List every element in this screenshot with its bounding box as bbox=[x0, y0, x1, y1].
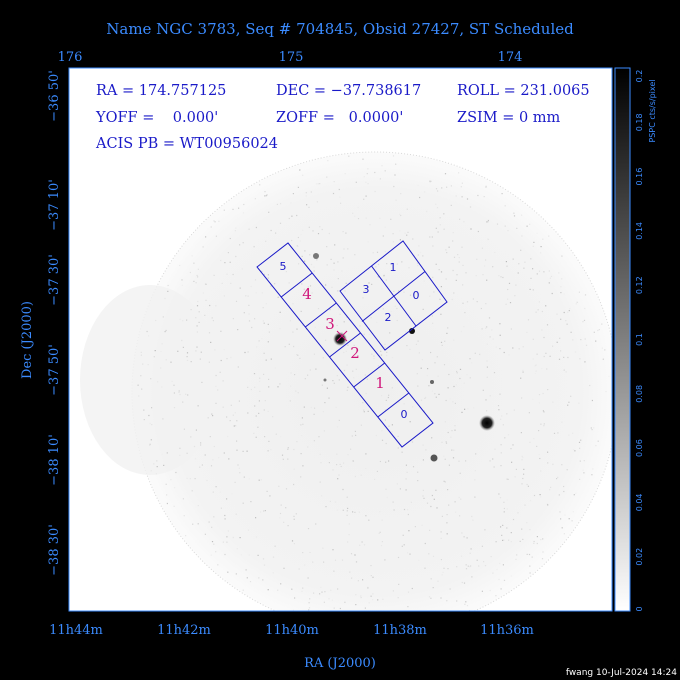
acis-s-array bbox=[256, 242, 434, 448]
xray-source-target bbox=[333, 332, 347, 346]
xray-source-faint bbox=[409, 328, 415, 334]
info-dec: DEC = −37.738617 bbox=[276, 83, 421, 99]
top-axis-tick-label: 174 bbox=[498, 50, 523, 65]
info-zoff: ZOFF = 0.0000' bbox=[276, 110, 403, 126]
acis-i-array bbox=[339, 240, 448, 351]
image-panel: RA = 174.757125 DEC = −37.738617 ROLL = … bbox=[68, 67, 613, 612]
colorbar-tick-label: 0.04 bbox=[635, 493, 644, 511]
colorbar-tick-label: 0.06 bbox=[635, 439, 644, 457]
xray-source-faint bbox=[323, 378, 327, 382]
top-axis-tick-label: 176 bbox=[58, 50, 83, 65]
plot-frame bbox=[68, 67, 613, 612]
noise-speckle bbox=[137, 155, 610, 611]
acis-i-chip-frame bbox=[339, 240, 448, 351]
aimpoint-marker bbox=[336, 330, 348, 342]
left-axis: −36 50' −37 10' −37 30' −37 50' −38 10' … bbox=[20, 70, 62, 576]
credit-stamp: fwang 10-Jul-2024 14:24 bbox=[566, 668, 677, 678]
xray-source-faint bbox=[430, 454, 438, 462]
left-axis-tick-label: −37 50' bbox=[47, 344, 62, 396]
bottom-axis-title: RA (J2000) bbox=[304, 656, 376, 671]
top-axis-tick-label: 175 bbox=[279, 50, 304, 65]
pspc-field bbox=[131, 151, 612, 611]
bottom-axis-tick-label: 11h40m bbox=[265, 623, 319, 638]
colorbar-title: PSPC cts/s/pixel bbox=[648, 79, 657, 142]
colorbar-tick-label: 0.12 bbox=[635, 276, 644, 294]
acis-s-chip-divider bbox=[280, 272, 313, 298]
acis-i-chip-label: 3 bbox=[363, 283, 370, 296]
info-ra: RA = 174.757125 bbox=[96, 83, 226, 99]
acis-i-chip-divider bbox=[361, 271, 426, 322]
acis-i-chip-label: 2 bbox=[385, 311, 392, 324]
bottom-axis-tick-label: 11h44m bbox=[49, 623, 103, 638]
left-axis-tick-label: −37 30' bbox=[47, 254, 62, 306]
acis-s-chip-label: 1 bbox=[375, 374, 385, 392]
acis-s-chip-divider bbox=[353, 362, 386, 388]
top-axis: 176 175 174 bbox=[58, 50, 523, 65]
acis-s-chip-label: 4 bbox=[302, 285, 312, 303]
left-axis-tick-label: −38 30' bbox=[47, 524, 62, 576]
colorbar-tick-label: 0.14 bbox=[635, 222, 644, 240]
colorbar-tick-label: 0.02 bbox=[635, 548, 644, 566]
left-axis-title: Dec (J2000) bbox=[20, 301, 35, 379]
colorbar-tick-label: 0.18 bbox=[635, 113, 644, 131]
colorbar-tick-label: 0.2 bbox=[635, 70, 644, 83]
xray-source-faint bbox=[430, 380, 434, 384]
acis-s-chip-label: 3 bbox=[325, 315, 335, 333]
xray-source-faint bbox=[313, 253, 319, 259]
colorbar-tick-label: 0 bbox=[635, 606, 644, 611]
colorbar-tick-label: 0.08 bbox=[635, 385, 644, 403]
acis-i-chip-label: 1 bbox=[390, 261, 397, 274]
colorbar-gradient bbox=[614, 67, 631, 612]
info-yoff: YOFF = 0.000' bbox=[95, 110, 218, 126]
colorbar: 00.020.040.060.080.10.120.140.160.180.2 … bbox=[614, 67, 657, 612]
info-acis: ACIS PB = WT00956024 bbox=[95, 136, 278, 152]
bottom-axis: 11h44m 11h42m 11h40m 11h38m 11h36m RA (J… bbox=[49, 623, 534, 671]
chart-title: Name NGC 3783, Seq # 704845, Obsid 27427… bbox=[106, 20, 574, 38]
acis-s-chip-divider bbox=[377, 392, 410, 418]
info-roll: ROLL = 231.0065 bbox=[457, 83, 590, 99]
acis-s-chip-divider bbox=[304, 302, 337, 328]
acis-i-chip-label: 0 bbox=[413, 289, 420, 302]
bottom-axis-tick-label: 11h42m bbox=[157, 623, 211, 638]
left-axis-tick-label: −38 10' bbox=[47, 434, 62, 486]
left-axis-tick-label: −37 10' bbox=[47, 179, 62, 231]
xray-source-bright bbox=[479, 415, 495, 431]
acis-s-chip-label: 5 bbox=[280, 260, 287, 273]
acis-s-chip-label: 0 bbox=[401, 408, 408, 421]
acis-chip-array bbox=[256, 240, 448, 448]
pspc-field-lobe bbox=[80, 285, 220, 475]
left-axis-tick-label: −36 50' bbox=[47, 70, 62, 122]
acis-s-chip-frame bbox=[256, 242, 434, 448]
info-zsim: ZSIM = 0 mm bbox=[457, 110, 561, 126]
colorbar-tick-label: 0.1 bbox=[635, 333, 644, 346]
acis-s-chip-divider bbox=[329, 332, 361, 358]
colorbar-tick-label: 0.16 bbox=[635, 168, 644, 186]
bottom-axis-tick-label: 11h36m bbox=[480, 623, 534, 638]
acis-s-chip-label: 2 bbox=[350, 344, 360, 362]
bottom-axis-tick-label: 11h38m bbox=[373, 623, 427, 638]
